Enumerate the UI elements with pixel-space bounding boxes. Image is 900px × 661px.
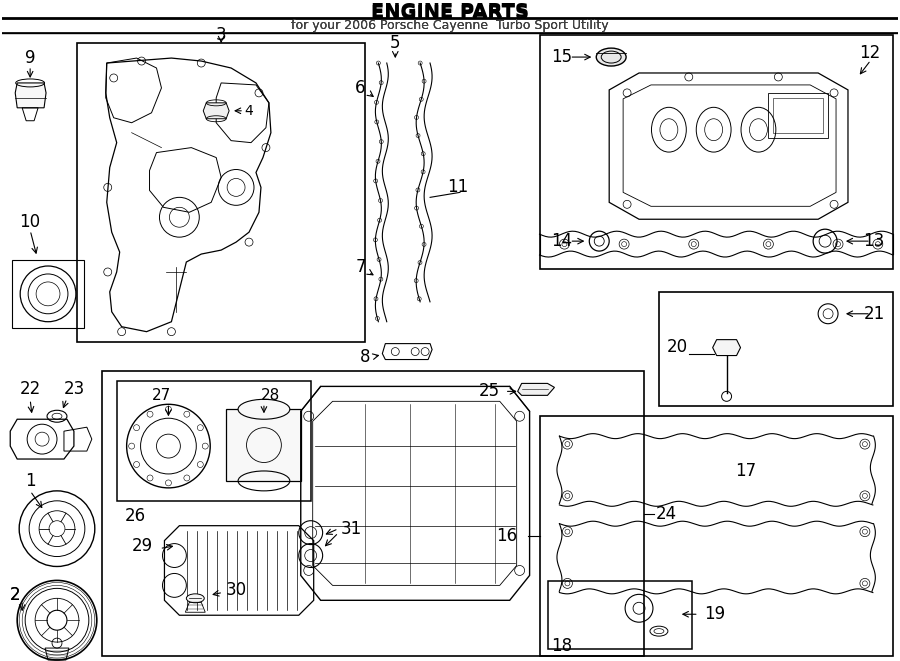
Polygon shape <box>713 340 741 356</box>
Text: 8: 8 <box>360 348 371 366</box>
Text: 26: 26 <box>125 507 146 525</box>
Text: 24: 24 <box>656 505 677 523</box>
Text: ENGINE PARTS: ENGINE PARTS <box>371 4 529 22</box>
Ellipse shape <box>238 399 290 419</box>
Text: for your 2006 Porsche Cayenne  Turbo Sport Utility: for your 2006 Porsche Cayenne Turbo Spor… <box>292 19 608 32</box>
Text: 30: 30 <box>226 582 248 600</box>
Text: 4: 4 <box>245 104 254 118</box>
Text: 27: 27 <box>152 388 171 403</box>
Text: for your 2006 Porsche Cayenne  Turbo Sport Utility: for your 2006 Porsche Cayenne Turbo Spor… <box>292 19 608 32</box>
Text: 21: 21 <box>863 305 885 323</box>
Text: 17: 17 <box>735 462 756 480</box>
Text: ENGINE PARTS: ENGINE PARTS <box>371 2 529 20</box>
Bar <box>659 292 893 407</box>
Text: 3: 3 <box>216 26 227 44</box>
Text: 19: 19 <box>704 605 725 623</box>
Text: 14: 14 <box>552 232 572 250</box>
Text: 29: 29 <box>131 537 153 555</box>
Bar <box>117 381 310 501</box>
Text: 9: 9 <box>25 49 35 67</box>
Bar <box>13 260 84 328</box>
Text: 20: 20 <box>667 338 688 356</box>
Text: 22: 22 <box>20 380 40 399</box>
Bar <box>226 409 301 481</box>
Text: 18: 18 <box>552 637 572 655</box>
Text: 13: 13 <box>863 232 885 250</box>
Text: 6: 6 <box>356 79 365 97</box>
Bar <box>773 98 824 133</box>
Text: 7: 7 <box>356 258 365 276</box>
Text: 5: 5 <box>390 34 400 52</box>
Bar <box>76 43 365 342</box>
Bar <box>769 93 828 137</box>
Text: 2: 2 <box>10 586 21 604</box>
Bar <box>539 416 893 656</box>
Text: 15: 15 <box>552 48 572 66</box>
Text: 16: 16 <box>497 527 518 545</box>
Polygon shape <box>203 103 230 119</box>
Text: 12: 12 <box>860 44 881 62</box>
Ellipse shape <box>597 48 626 66</box>
Bar <box>102 371 644 656</box>
Text: 11: 11 <box>447 178 468 196</box>
Text: 31: 31 <box>340 520 362 537</box>
Text: 1: 1 <box>25 472 35 490</box>
Text: 23: 23 <box>63 380 85 399</box>
Text: 28: 28 <box>261 388 281 403</box>
Polygon shape <box>518 383 554 395</box>
Text: 2: 2 <box>10 586 21 604</box>
Ellipse shape <box>186 594 204 603</box>
Bar <box>539 35 893 269</box>
Text: 25: 25 <box>479 382 500 401</box>
Polygon shape <box>15 83 46 108</box>
Bar <box>547 582 692 649</box>
Text: 10: 10 <box>20 214 40 231</box>
